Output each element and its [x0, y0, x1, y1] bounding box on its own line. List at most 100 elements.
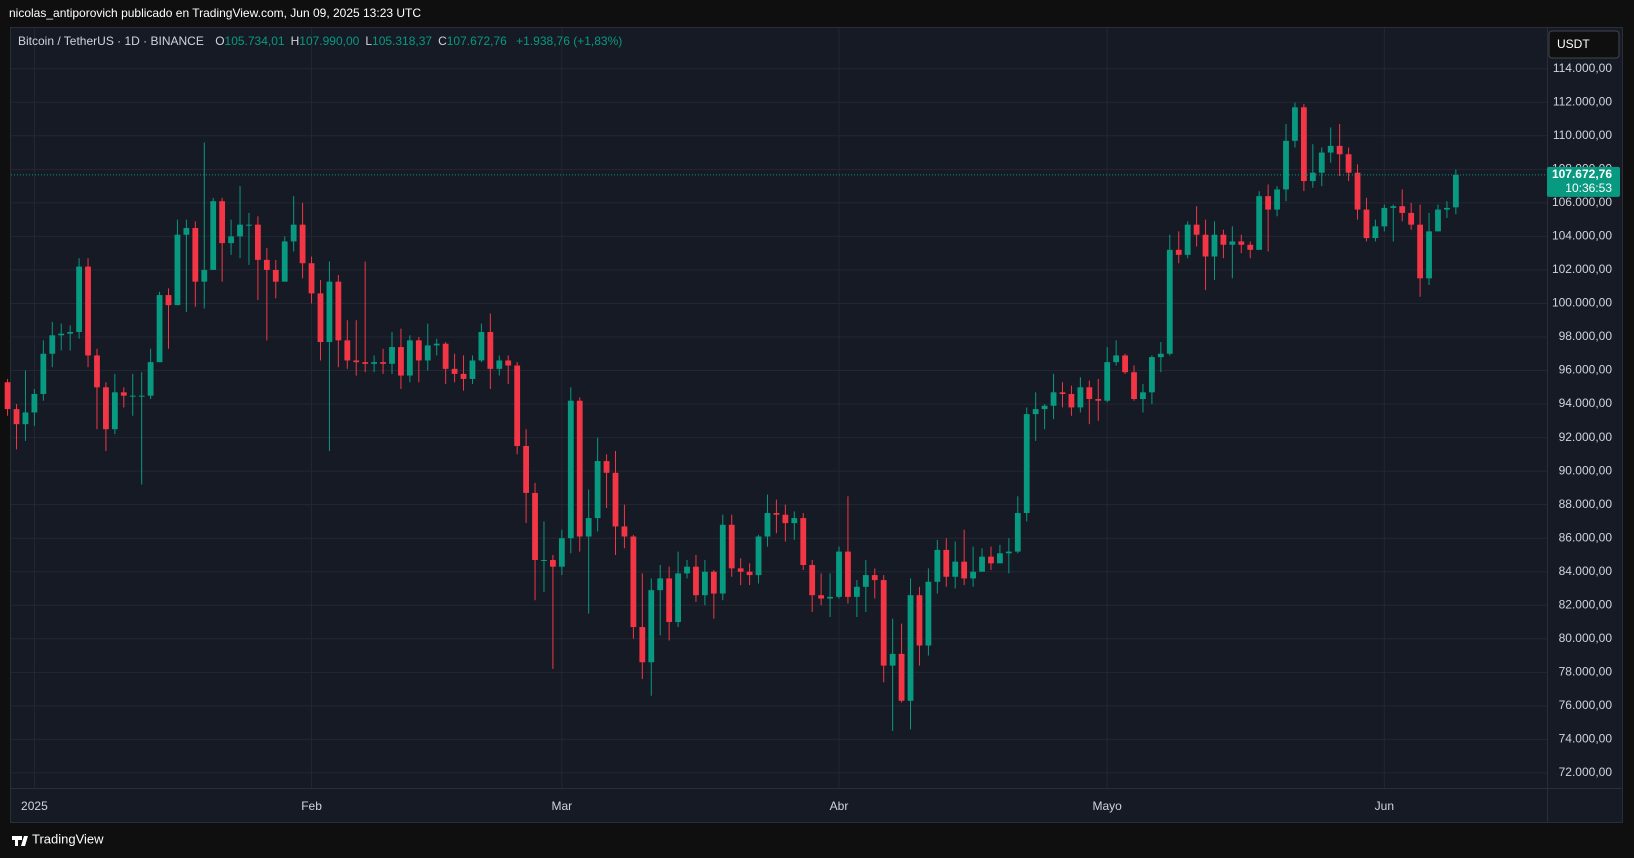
y-tick-label: 86.000,00 [1559, 530, 1613, 544]
candle-body [630, 536, 637, 628]
candle-body [961, 561, 968, 579]
candle-body [496, 360, 503, 369]
y-tick-label: 76.000,00 [1559, 698, 1613, 712]
candle-body [1318, 152, 1325, 173]
candle-body [943, 549, 950, 577]
candle-body [1140, 392, 1146, 400]
candle-body [603, 461, 610, 473]
candle-body [702, 571, 708, 596]
candles [4, 102, 1547, 731]
currency-button[interactable] [1548, 30, 1620, 59]
y-tick-label: 84.000,00 [1559, 564, 1613, 578]
candle-body [988, 556, 994, 564]
candle-body [997, 553, 1003, 564]
candle-body [138, 395, 145, 397]
x-tick-label: Mayo [1093, 799, 1123, 813]
candle-body [255, 224, 261, 260]
legend-values: O105.734,01 H107.990,00 L105.318,37 C107.67… [215, 34, 507, 48]
candle-body [201, 269, 208, 282]
candle-body [1390, 206, 1397, 208]
candle-body [1274, 189, 1280, 210]
candle-body [478, 331, 485, 361]
candle-body [469, 360, 476, 379]
y-tick-label: 102.000,00 [1552, 262, 1612, 276]
candle-body [684, 566, 690, 574]
grid [11, 28, 1547, 788]
candle-body [979, 556, 985, 572]
candle-body [1452, 174, 1459, 208]
candle-body [1184, 224, 1191, 255]
candle-body [1202, 234, 1209, 257]
candle-body [1381, 207, 1388, 227]
candle-body [532, 492, 538, 560]
symbol: Bitcoin / TetherUS · 1D · BINANCE [18, 34, 204, 48]
candle-body [737, 568, 744, 572]
candle-body [263, 259, 270, 270]
candle-body [1345, 154, 1352, 173]
candle-body [156, 295, 163, 363]
legend-value: 105.318,37 [372, 34, 432, 48]
candle-body [111, 392, 118, 430]
candle-body [1014, 513, 1021, 552]
candle-body [1023, 414, 1030, 514]
candle-body [1086, 387, 1093, 400]
candle-body [1122, 355, 1128, 373]
candle-body [1292, 107, 1298, 141]
candle-body [773, 513, 780, 515]
candle-body [335, 281, 342, 341]
candle-body [353, 360, 360, 363]
candle-body [612, 472, 619, 527]
candle-body [76, 266, 82, 332]
candle-body [174, 234, 181, 306]
candle-body [22, 412, 29, 425]
candle-body [442, 343, 449, 369]
candle-body [58, 333, 65, 336]
candle-body [183, 228, 190, 235]
candle-body [1309, 172, 1316, 182]
candle-body [4, 382, 11, 410]
candle-body [550, 559, 556, 567]
candle-body [210, 201, 217, 270]
candle-body [1336, 145, 1343, 155]
candle-body [1247, 244, 1254, 250]
candle-body [272, 269, 279, 282]
legend-key: O [215, 34, 224, 48]
candle-body [1095, 399, 1102, 401]
candle-body [13, 409, 20, 425]
candle-body [576, 400, 583, 537]
candle-body [764, 513, 771, 537]
candle-body [836, 551, 842, 597]
candle-body [1005, 551, 1012, 554]
candle-body [1050, 392, 1057, 406]
candle-body [1444, 207, 1450, 210]
candle-body [1265, 196, 1272, 210]
candle-body [1059, 392, 1066, 395]
candle-body [147, 362, 154, 396]
legend-key: C [438, 34, 447, 48]
candle-body [1193, 224, 1200, 235]
y-tick-label: 88.000,00 [1559, 497, 1613, 511]
candle-body [1041, 405, 1048, 410]
candle-body [594, 461, 601, 519]
legend: Bitcoin / TetherUS · 1D · BINANCE O105.7… [18, 34, 622, 48]
candle-body [1131, 372, 1137, 400]
candle-body [415, 340, 422, 361]
currency[interactable]: USDT [1557, 37, 1590, 51]
x-tick-label: Jun [1375, 799, 1394, 813]
candle-body [871, 575, 878, 581]
candle-body [424, 345, 431, 361]
candle-body [1283, 140, 1289, 190]
candle-body [1175, 249, 1182, 255]
candle-body [49, 335, 56, 354]
footer-logo: TradingView [32, 831, 104, 846]
candle-body [675, 573, 681, 623]
candle-body [862, 575, 869, 587]
y-tick-label: 82.000,00 [1559, 597, 1613, 611]
legend-key: H [291, 34, 300, 48]
candle-body [719, 524, 726, 594]
candle-body [1256, 196, 1263, 250]
candle-body [523, 445, 529, 493]
candle-body [898, 653, 905, 701]
candle-body [398, 347, 404, 376]
